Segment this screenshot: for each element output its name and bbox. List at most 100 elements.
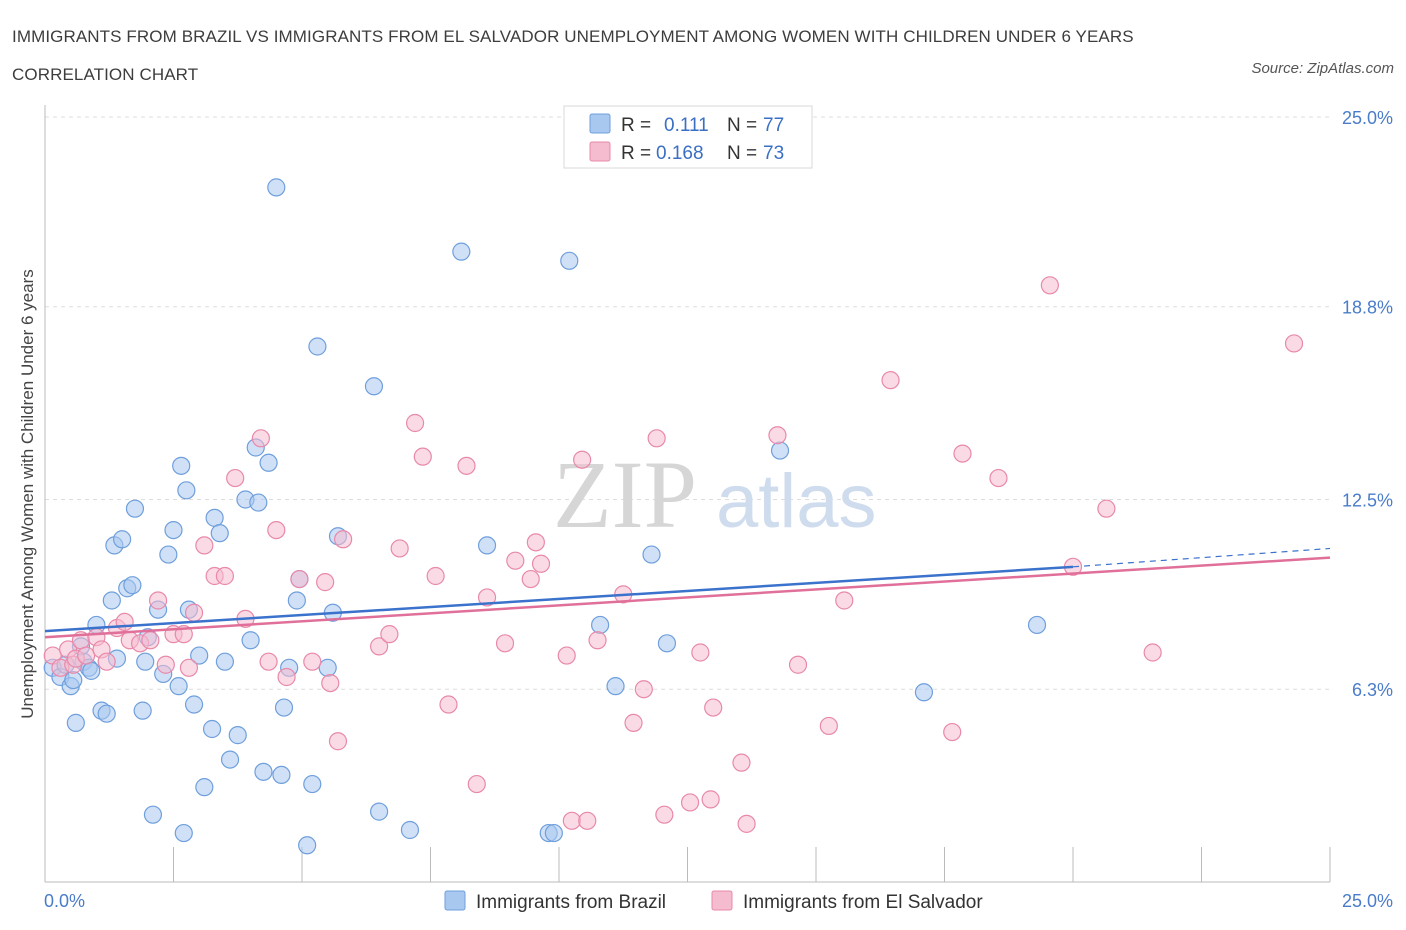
salvador-point [819, 716, 838, 736]
brazil-trend-line [44, 565, 1074, 633]
brazil-point [190, 646, 209, 665]
legend-n-label-brazil: N = [727, 115, 757, 136]
chart-title: IMMIGRANTS FROM BRAZIL VS IMMIGRANTS FRO… [12, 27, 1134, 84]
salvador-point [531, 554, 551, 573]
salvador-point [267, 520, 286, 540]
salvador-point [680, 793, 700, 812]
salvador-point [691, 643, 710, 662]
bottom-legend-swatch-brazil [444, 890, 466, 911]
brazil-point [318, 658, 337, 677]
brazil-point [169, 677, 188, 696]
legend-box: R = 0.111 N = 77 R = 0.168 N = 73 [563, 105, 813, 169]
salvador-point [1040, 276, 1059, 295]
brazil-point [172, 456, 191, 475]
brazil-point [308, 337, 327, 356]
salvador-point [701, 790, 720, 809]
salvador-point [562, 811, 581, 830]
brazil-point [657, 634, 677, 653]
brazil-point [64, 670, 83, 690]
x-tick-label-max: 25.0% [1342, 891, 1393, 911]
brazil-point [174, 823, 193, 843]
legend-n-value-brazil: 77 [763, 115, 784, 136]
y-tick-label: 25.0% [1342, 108, 1393, 128]
salvador-point [115, 612, 134, 632]
brazil-point [112, 530, 132, 549]
salvador-point [1284, 334, 1304, 353]
brazil-point [477, 536, 497, 555]
brazil-point [82, 661, 101, 680]
salvador-point [732, 753, 751, 772]
salvador-point [943, 722, 962, 742]
salvador-point [737, 814, 756, 833]
bottom-legend: Immigrants from Brazil Immigrants from E… [444, 890, 983, 913]
salvador-point [184, 603, 204, 622]
brazil-point [560, 251, 579, 270]
brazil-point [241, 631, 260, 650]
brazil-point [452, 242, 471, 261]
salvador-point [226, 468, 245, 488]
brazil-point [770, 441, 790, 460]
salvador-trend-line [44, 556, 1331, 639]
salvador-point [380, 625, 399, 644]
salvador-point [835, 591, 854, 610]
brazil-trend-extension [1072, 547, 1331, 568]
brazil-point [184, 695, 204, 714]
brazil-point [1027, 615, 1047, 635]
salvador-point [588, 631, 607, 650]
salvador-point [989, 468, 1008, 488]
salvador-point [277, 667, 296, 687]
salvador-point [526, 533, 545, 552]
salvador-point [573, 450, 592, 469]
bottom-legend-label-salvador: Immigrants from El Salvador [743, 892, 983, 913]
salvador-point [328, 732, 348, 751]
salvador-point [477, 588, 497, 607]
series-brazil-points [43, 178, 1047, 855]
gridlines [45, 116, 1330, 690]
salvador-point [290, 569, 309, 589]
y-tick-label: 12.5% [1342, 491, 1393, 511]
legend-n-label-salvador: N = [727, 143, 757, 164]
salvador-point [768, 426, 787, 445]
y-axis-label: Unemployment Among Women with Children U… [18, 269, 37, 718]
brazil-point [303, 774, 322, 794]
watermark-atlas: atlas [716, 459, 877, 544]
brazil-point [97, 704, 116, 723]
salvador-point [179, 658, 199, 677]
legend-n-value-salvador: 73 [763, 143, 784, 164]
source-label: Source: ZipAtlas.com [1251, 60, 1394, 77]
y-tick-label: 18.8% [1342, 298, 1393, 318]
brazil-point [123, 576, 142, 595]
brazil-point [272, 765, 291, 785]
brazil-point [606, 677, 625, 696]
brazil-point [215, 652, 234, 671]
brazil-point [914, 683, 934, 702]
brazil-point [125, 499, 145, 518]
salvador-point [1143, 643, 1162, 662]
salvador-point [215, 566, 234, 586]
brazil-point [249, 493, 268, 512]
legend-r-label-brazil: R = [621, 115, 651, 136]
brazil-point [210, 524, 229, 543]
salvador-point [953, 444, 972, 463]
brazil-point [205, 508, 224, 527]
brazil-point [254, 762, 273, 781]
salvador-point [495, 634, 515, 653]
brazil-point [177, 481, 196, 500]
brazil-point [133, 701, 152, 720]
bottom-legend-swatch-salvador [711, 890, 733, 911]
legend-r-label-salvador: R = [621, 143, 651, 164]
salvador-point [77, 646, 96, 665]
y-tick-label: 6.3% [1352, 680, 1393, 700]
series-salvador-points [43, 276, 1304, 833]
salvador-point [426, 566, 445, 586]
brazil-point [400, 820, 420, 840]
brazil-point [159, 545, 178, 564]
salvador-point [259, 652, 278, 671]
salvador-point [439, 695, 458, 714]
salvador-point [634, 680, 653, 699]
legend-swatch-salvador [589, 141, 611, 162]
salvador-point [457, 456, 476, 475]
salvador-point [195, 536, 214, 555]
salvador-point [881, 371, 900, 390]
